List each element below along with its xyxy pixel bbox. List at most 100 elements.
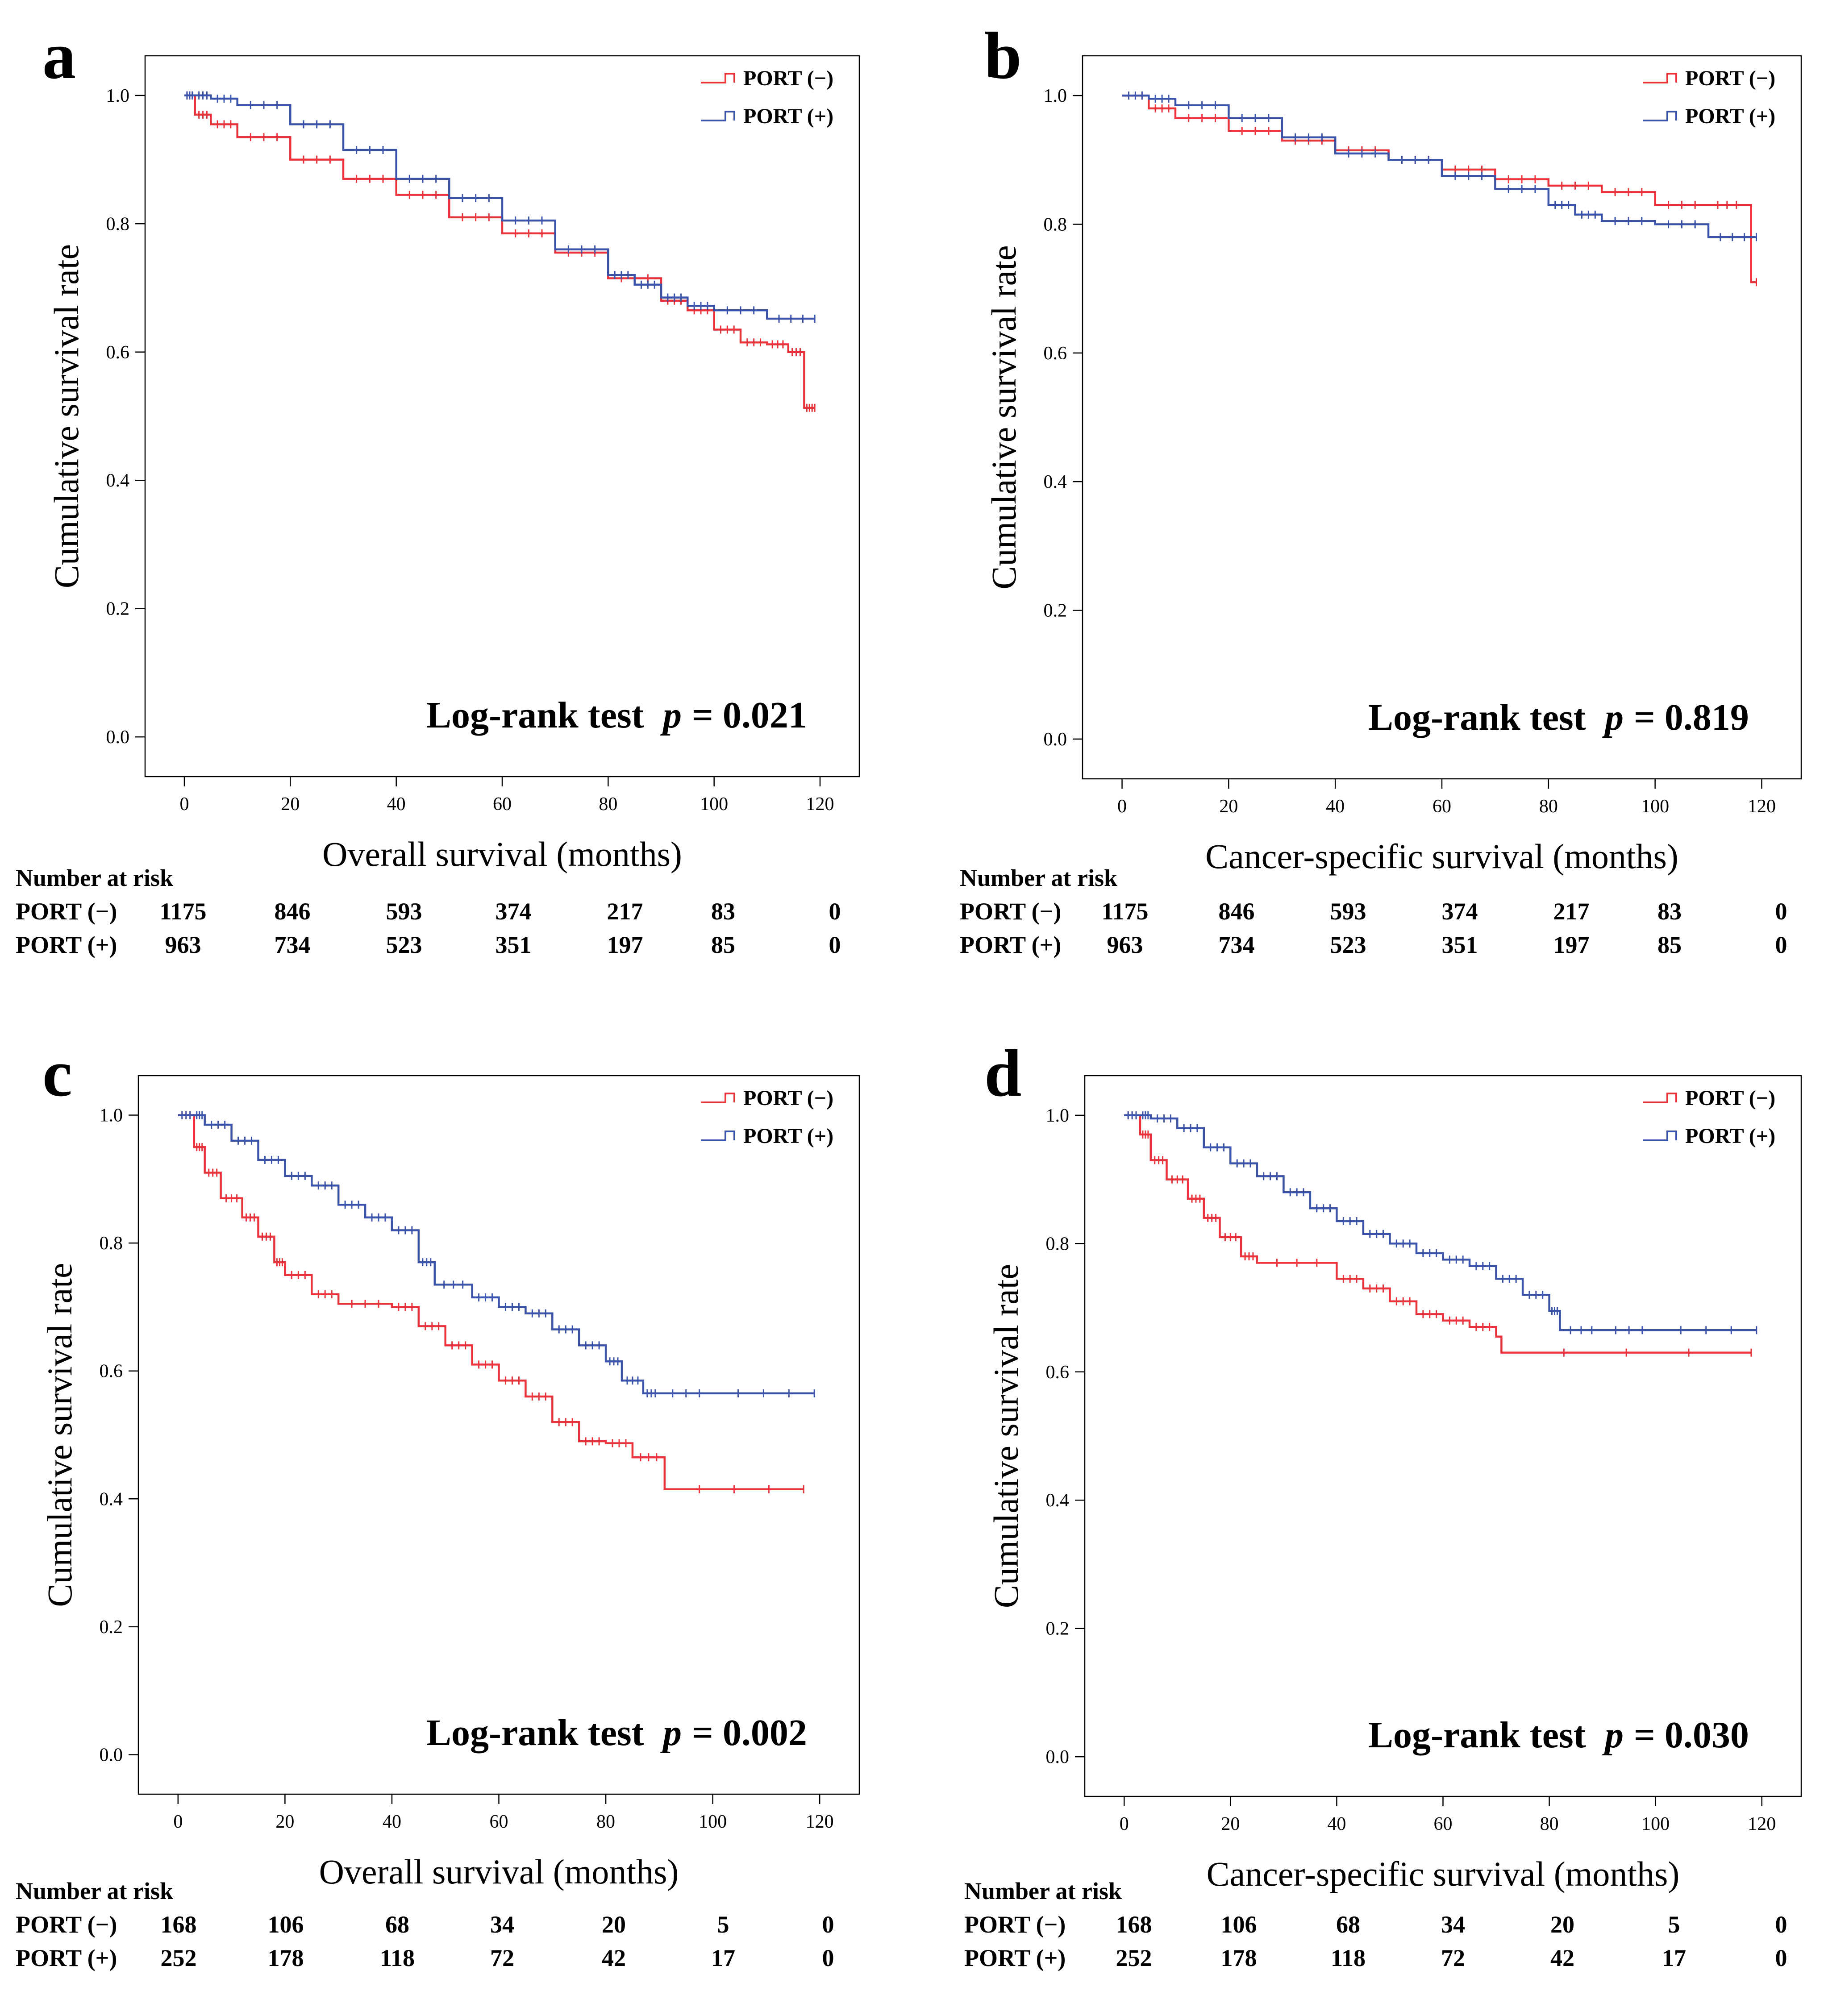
p-symbol: p [660, 694, 682, 736]
risk-value: 217 [607, 898, 643, 925]
panel-c: c 0.0 0.2 0.4 0.6 0.8 1.0 0 20 40 60 80 100 120 Cumula… [16, 1036, 860, 1971]
x-tick-label: 60 [490, 1812, 508, 1832]
logrank-label: Log-rank test [1368, 1714, 1586, 1756]
risk-value: 83 [1657, 898, 1682, 925]
panel-letter: b [984, 19, 1021, 93]
risk-value: 68 [385, 1911, 409, 1938]
y-tick-label: 0.4 [106, 470, 130, 491]
risk-value: 42 [602, 1945, 626, 1971]
x-tick-label: 40 [383, 1812, 401, 1832]
risk-value: 252 [1116, 1945, 1152, 1971]
y-tick-label: 0.2 [100, 1617, 123, 1638]
x-tick-label: 80 [1540, 1814, 1559, 1834]
risk-value: 178 [1221, 1945, 1257, 1971]
x-tick-label: 0 [180, 794, 189, 815]
risk-value: 0 [822, 1945, 834, 1971]
panel-d: d 0.0 0.2 0.4 0.6 0.8 1.0 0 20 40 60 80 100 120 Cumula… [964, 1036, 1802, 1971]
risk-value: 593 [1330, 898, 1366, 925]
x-axis-title: Cancer-specific survival (months) [1205, 837, 1678, 876]
legend-swatch-0 [701, 73, 735, 83]
risk-row-label: PORT (−) [960, 898, 1061, 925]
risk-value: 106 [1221, 1911, 1257, 1938]
risk-value: 168 [161, 1911, 197, 1938]
p-symbol: p [1602, 697, 1624, 738]
logrank-label: Log-rank test [426, 1712, 644, 1754]
series-line-0 [1124, 1114, 1751, 1354]
x-tick-label: 60 [493, 794, 512, 815]
p-value: = 0.030 [1634, 1714, 1749, 1756]
risk-value: 34 [490, 1911, 514, 1938]
risk-value: 5 [1668, 1911, 1680, 1938]
y-axis-title: Cumulative survival rate [984, 245, 1023, 589]
y-tick-label: 0.2 [106, 599, 130, 619]
risk-value: 734 [1219, 931, 1255, 958]
plot-frame [137, 1075, 860, 1795]
series-line-0 [184, 94, 815, 409]
y-tick-label: 0.8 [1046, 1234, 1070, 1254]
risk-value: 374 [1442, 898, 1478, 925]
logrank-label: Log-rank test [1368, 697, 1586, 738]
risk-value: 523 [1330, 931, 1366, 958]
legend-swatch-0 [701, 1093, 735, 1103]
legend-swatch-1 [701, 111, 735, 121]
risk-value: 963 [1107, 931, 1143, 958]
x-tick-label: 40 [1326, 796, 1345, 817]
y-tick-label: 0.4 [1044, 472, 1067, 492]
risk-value: 17 [1662, 1945, 1686, 1971]
y-tick-label: 0.6 [1044, 343, 1067, 364]
y-tick-label: 0.6 [100, 1361, 123, 1382]
risk-value: 72 [1441, 1945, 1465, 1971]
y-tick-label: 0.0 [106, 727, 130, 748]
risk-row-label: PORT (+) [964, 1945, 1066, 1971]
risk-value: 85 [1657, 931, 1682, 958]
risk-value: 20 [1550, 1911, 1574, 1938]
risk-value: 5 [717, 1911, 729, 1938]
risk-value: 197 [1553, 931, 1590, 958]
panel-a: a 0.0 0.2 0.4 0.6 0.8 1.0 0 20 40 60 80 100 120 Cumula… [16, 19, 860, 958]
y-tick-label: 0.8 [106, 214, 130, 234]
series-line-1 [178, 1114, 815, 1395]
risk-value: 83 [711, 898, 735, 925]
risk-value: 1175 [1101, 898, 1148, 925]
legend-swatch-1 [1643, 111, 1677, 121]
legend-swatch-1 [701, 1131, 735, 1141]
panel-letter: c [42, 1036, 72, 1110]
y-tick-label: 0.4 [100, 1489, 123, 1509]
risk-row-label: PORT (−) [16, 898, 117, 925]
risk-row-label: PORT (+) [960, 931, 1061, 958]
risk-value: 20 [602, 1911, 626, 1938]
y-tick-label: 0.0 [100, 1745, 123, 1765]
y-tick-label: 0.8 [1044, 214, 1067, 235]
x-tick-label: 0 [1117, 796, 1127, 817]
x-tick-label: 80 [596, 1812, 615, 1832]
risk-value: 197 [607, 931, 643, 958]
series-line-1 [184, 94, 815, 320]
risk-table-title: Number at risk [16, 865, 173, 891]
x-tick-label: 40 [387, 794, 406, 815]
y-tick-label: 1.0 [100, 1106, 123, 1126]
risk-value: 17 [711, 1945, 735, 1971]
risk-value: 106 [268, 1911, 304, 1938]
p-symbol: p [660, 1712, 682, 1754]
panel-b: b 0.0 0.2 0.4 0.6 0.8 1.0 0 20 40 60 80 100 120 Cumula… [960, 19, 1802, 958]
x-tick-label: 80 [1539, 796, 1558, 817]
x-tick-label: 40 [1327, 1814, 1346, 1834]
x-axis-title: Cancer-specific survival (months) [1207, 1854, 1680, 1893]
x-tick-label: 20 [275, 1812, 294, 1832]
legend-label-1: PORT (+) [1685, 104, 1775, 128]
x-tick-label: 120 [806, 1812, 834, 1832]
y-tick-label: 0.4 [1046, 1490, 1070, 1511]
legend-label-1: PORT (+) [743, 1124, 833, 1148]
x-tick-label: 80 [599, 794, 617, 815]
risk-value: 72 [490, 1945, 514, 1971]
y-tick-label: 1.0 [1046, 1106, 1070, 1126]
risk-value: 0 [1775, 1911, 1787, 1938]
series-line-1 [1122, 94, 1757, 238]
risk-row-label: PORT (−) [16, 1911, 117, 1938]
y-tick-label: 0.6 [1046, 1362, 1070, 1383]
risk-table-title: Number at risk [16, 1878, 173, 1904]
x-tick-label: 20 [1221, 1814, 1240, 1834]
risk-value: 42 [1550, 1945, 1574, 1971]
risk-value: 85 [711, 931, 735, 958]
risk-value: 0 [1775, 1945, 1787, 1971]
